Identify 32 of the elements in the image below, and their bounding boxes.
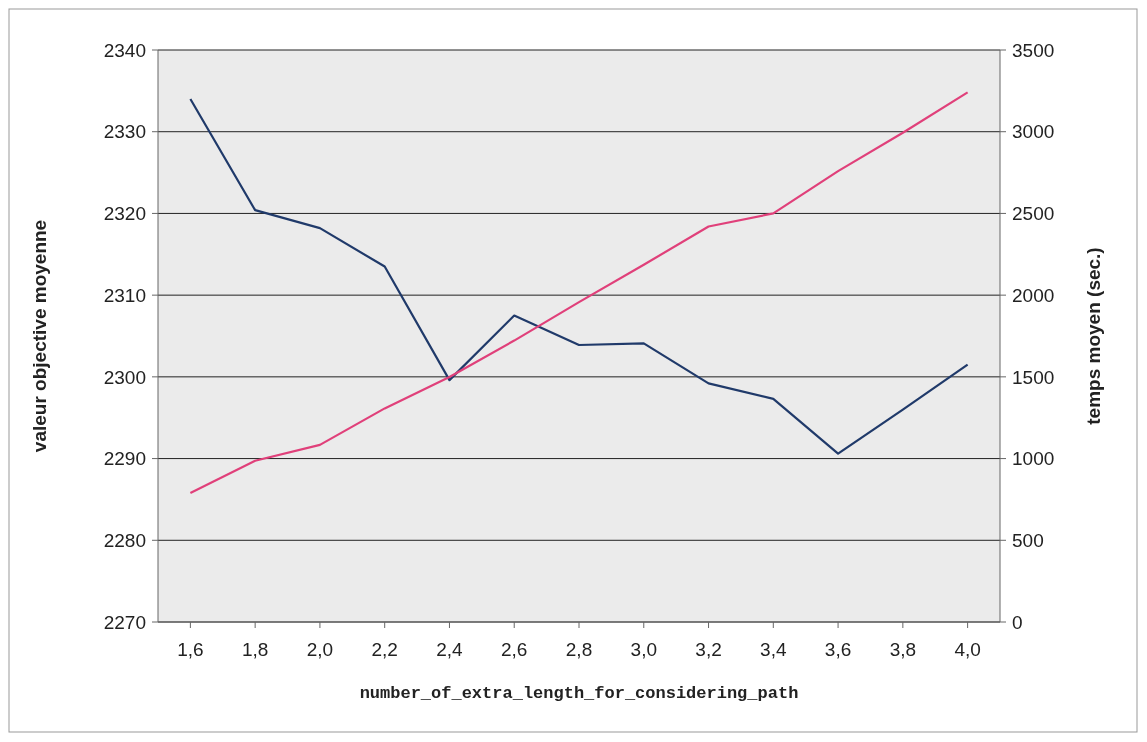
y-tick-label: 2320 — [103, 203, 146, 225]
x-axis-title: number_of_extra_length_for_considering_path — [359, 684, 799, 703]
x-tick-label: 3,8 — [889, 639, 917, 660]
x-tick-label: 3,2 — [695, 639, 722, 660]
x-tick-label: 4,0 — [954, 639, 981, 660]
x-tick-label: 2,4 — [436, 639, 464, 660]
y2-tick-label: 2500 — [1012, 203, 1055, 225]
x-tick-label: 3,4 — [760, 639, 787, 660]
y2-tick-label: 500 — [1012, 529, 1044, 551]
x-tick-label: 3,6 — [824, 639, 852, 660]
x-tick-label: 2,6 — [501, 639, 528, 660]
x-tick-label: 1,6 — [177, 639, 204, 660]
x-tick-label: 1,8 — [241, 639, 269, 660]
y2-tick-label: 1000 — [1012, 448, 1055, 470]
y-tick-label: 2330 — [103, 121, 146, 143]
y-tick-label: 2290 — [103, 448, 146, 470]
y-tick-label: 2340 — [103, 39, 146, 61]
y2-tick-label: 2000 — [1012, 284, 1055, 306]
y2-tick-label: 1500 — [1012, 366, 1055, 388]
x-tick-label: 3,0 — [630, 639, 657, 660]
y-tick-label: 2280 — [103, 529, 146, 551]
y-tick-label: 2310 — [103, 284, 146, 306]
y-axis-title: valeur objective moyenne — [29, 219, 50, 453]
y2-axis-title: temps moyen (sec.) — [1083, 247, 1104, 425]
y2-tick-label: 3500 — [1012, 39, 1055, 61]
y2-tick-label: 3000 — [1012, 121, 1055, 143]
x-tick-label: 2,0 — [306, 639, 334, 660]
y-tick-label: 2270 — [103, 611, 146, 633]
y-tick-label: 2300 — [103, 366, 146, 388]
x-tick-label: 2,8 — [565, 639, 593, 660]
x-tick-label: 2,2 — [371, 639, 398, 660]
y2-tick-label: 0 — [1012, 611, 1023, 633]
